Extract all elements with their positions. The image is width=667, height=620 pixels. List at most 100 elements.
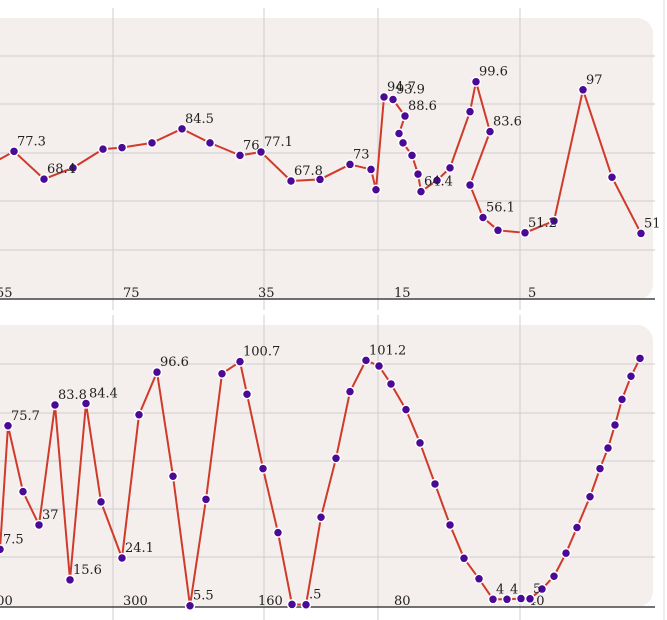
data-label: 5.5 [193,589,214,604]
data-label: .5 [309,588,321,603]
data-point [314,174,326,185]
x-tick-label: 15 [394,286,411,301]
data-point [606,171,618,183]
data-label: 88.6 [408,99,437,114]
data-point [393,128,405,139]
data-point [285,175,297,187]
data-point [330,453,342,464]
data-point [80,398,92,409]
data-point [399,110,411,122]
x-tick-label: 35 [258,286,275,301]
data-label: 94.7 [387,80,416,95]
data-point [370,184,382,195]
data-point [146,137,158,149]
data-point [429,478,441,490]
data-point [234,356,246,367]
data-label: 77.3 [17,134,46,149]
data-point [49,399,61,411]
data-point [473,573,485,585]
data-point [176,123,188,135]
data-label: 15.6 [73,563,102,578]
x-tick-label: 80 [394,594,411,609]
data-label: 96.6 [160,355,189,370]
data-point [38,173,50,185]
plot-background [0,18,653,300]
data-label: 75.7 [11,409,40,424]
grid-lines [0,315,655,620]
data-label: 97 [586,73,603,88]
data-point [560,547,572,559]
data-label: 56.1 [486,201,515,216]
x-tick-label: 300 [123,594,148,609]
x-tick-label: 75 [123,286,140,301]
data-point [255,146,267,158]
data-point [216,368,228,379]
data-label: 76 [243,138,260,153]
data-point [431,175,443,186]
data-point [548,215,560,227]
x-tick-labels: 55 75 35 15 5 [0,286,536,301]
data-label: 99.6 [479,65,508,80]
data-point [464,179,476,191]
data-point [204,137,216,149]
data-point [373,360,385,372]
data-point [594,463,606,474]
data-point [458,553,470,564]
data-point [200,494,212,505]
data-label: 67.8 [294,164,323,179]
data-point [484,126,496,137]
data-point [360,355,372,366]
grid-lines [0,8,655,310]
data-point [17,486,29,497]
data-point [634,353,646,364]
data-point [501,594,513,605]
data-point [64,574,76,586]
data-point [184,600,196,611]
data-point [0,544,6,555]
data-point [616,394,628,405]
data-point [116,552,128,564]
x-tick-label: 400 [0,594,13,609]
data-point [487,594,499,605]
data-label: 51.2 [528,216,557,231]
data-label: 84.5 [185,112,214,127]
data-label: 101.2 [369,343,406,358]
data-point [2,420,14,432]
data-point [344,386,356,397]
data-point [571,522,583,533]
data-label: 84.4 [89,386,118,401]
data-point [602,442,614,454]
data-label: 24.1 [125,541,154,556]
data-point [315,512,327,523]
data-series: 7.5 75.7 37 83.8 15.6 84.4 24.1 96.6 5.5 100.7 .5 1… [0,343,646,611]
data-label: 68.4 [47,162,76,177]
data-point [477,212,489,223]
data-point [241,388,253,400]
data-point [286,599,298,610]
data-point [133,409,145,420]
data-point [415,186,427,197]
data-point [151,366,163,378]
data-point [412,168,424,180]
data-label: 73 [353,147,370,162]
data-point [625,371,637,382]
data-point [234,150,246,161]
chart-panel-bottom: 400 300 160 80 40 7.575.73783.815.684.42… [0,315,655,620]
data-label: 93.9 [396,82,425,97]
data-label: 37 [42,508,59,523]
data-point [609,419,621,431]
data-point [444,162,456,174]
data-label: 100.7 [243,345,280,360]
chart-panel-top: 55 75 35 15 5 77.368.4 84.5 76 77.167.8 73 94… [0,8,661,310]
data-point [365,164,377,175]
data-point [167,471,179,482]
data-point [444,519,456,531]
data-point [257,463,269,474]
data-point [524,593,536,605]
data-point [406,150,418,161]
x-tick-label: 55 [0,286,13,301]
data-point [67,162,79,174]
data-point [492,225,504,236]
data-label: 7.5 [3,532,24,547]
